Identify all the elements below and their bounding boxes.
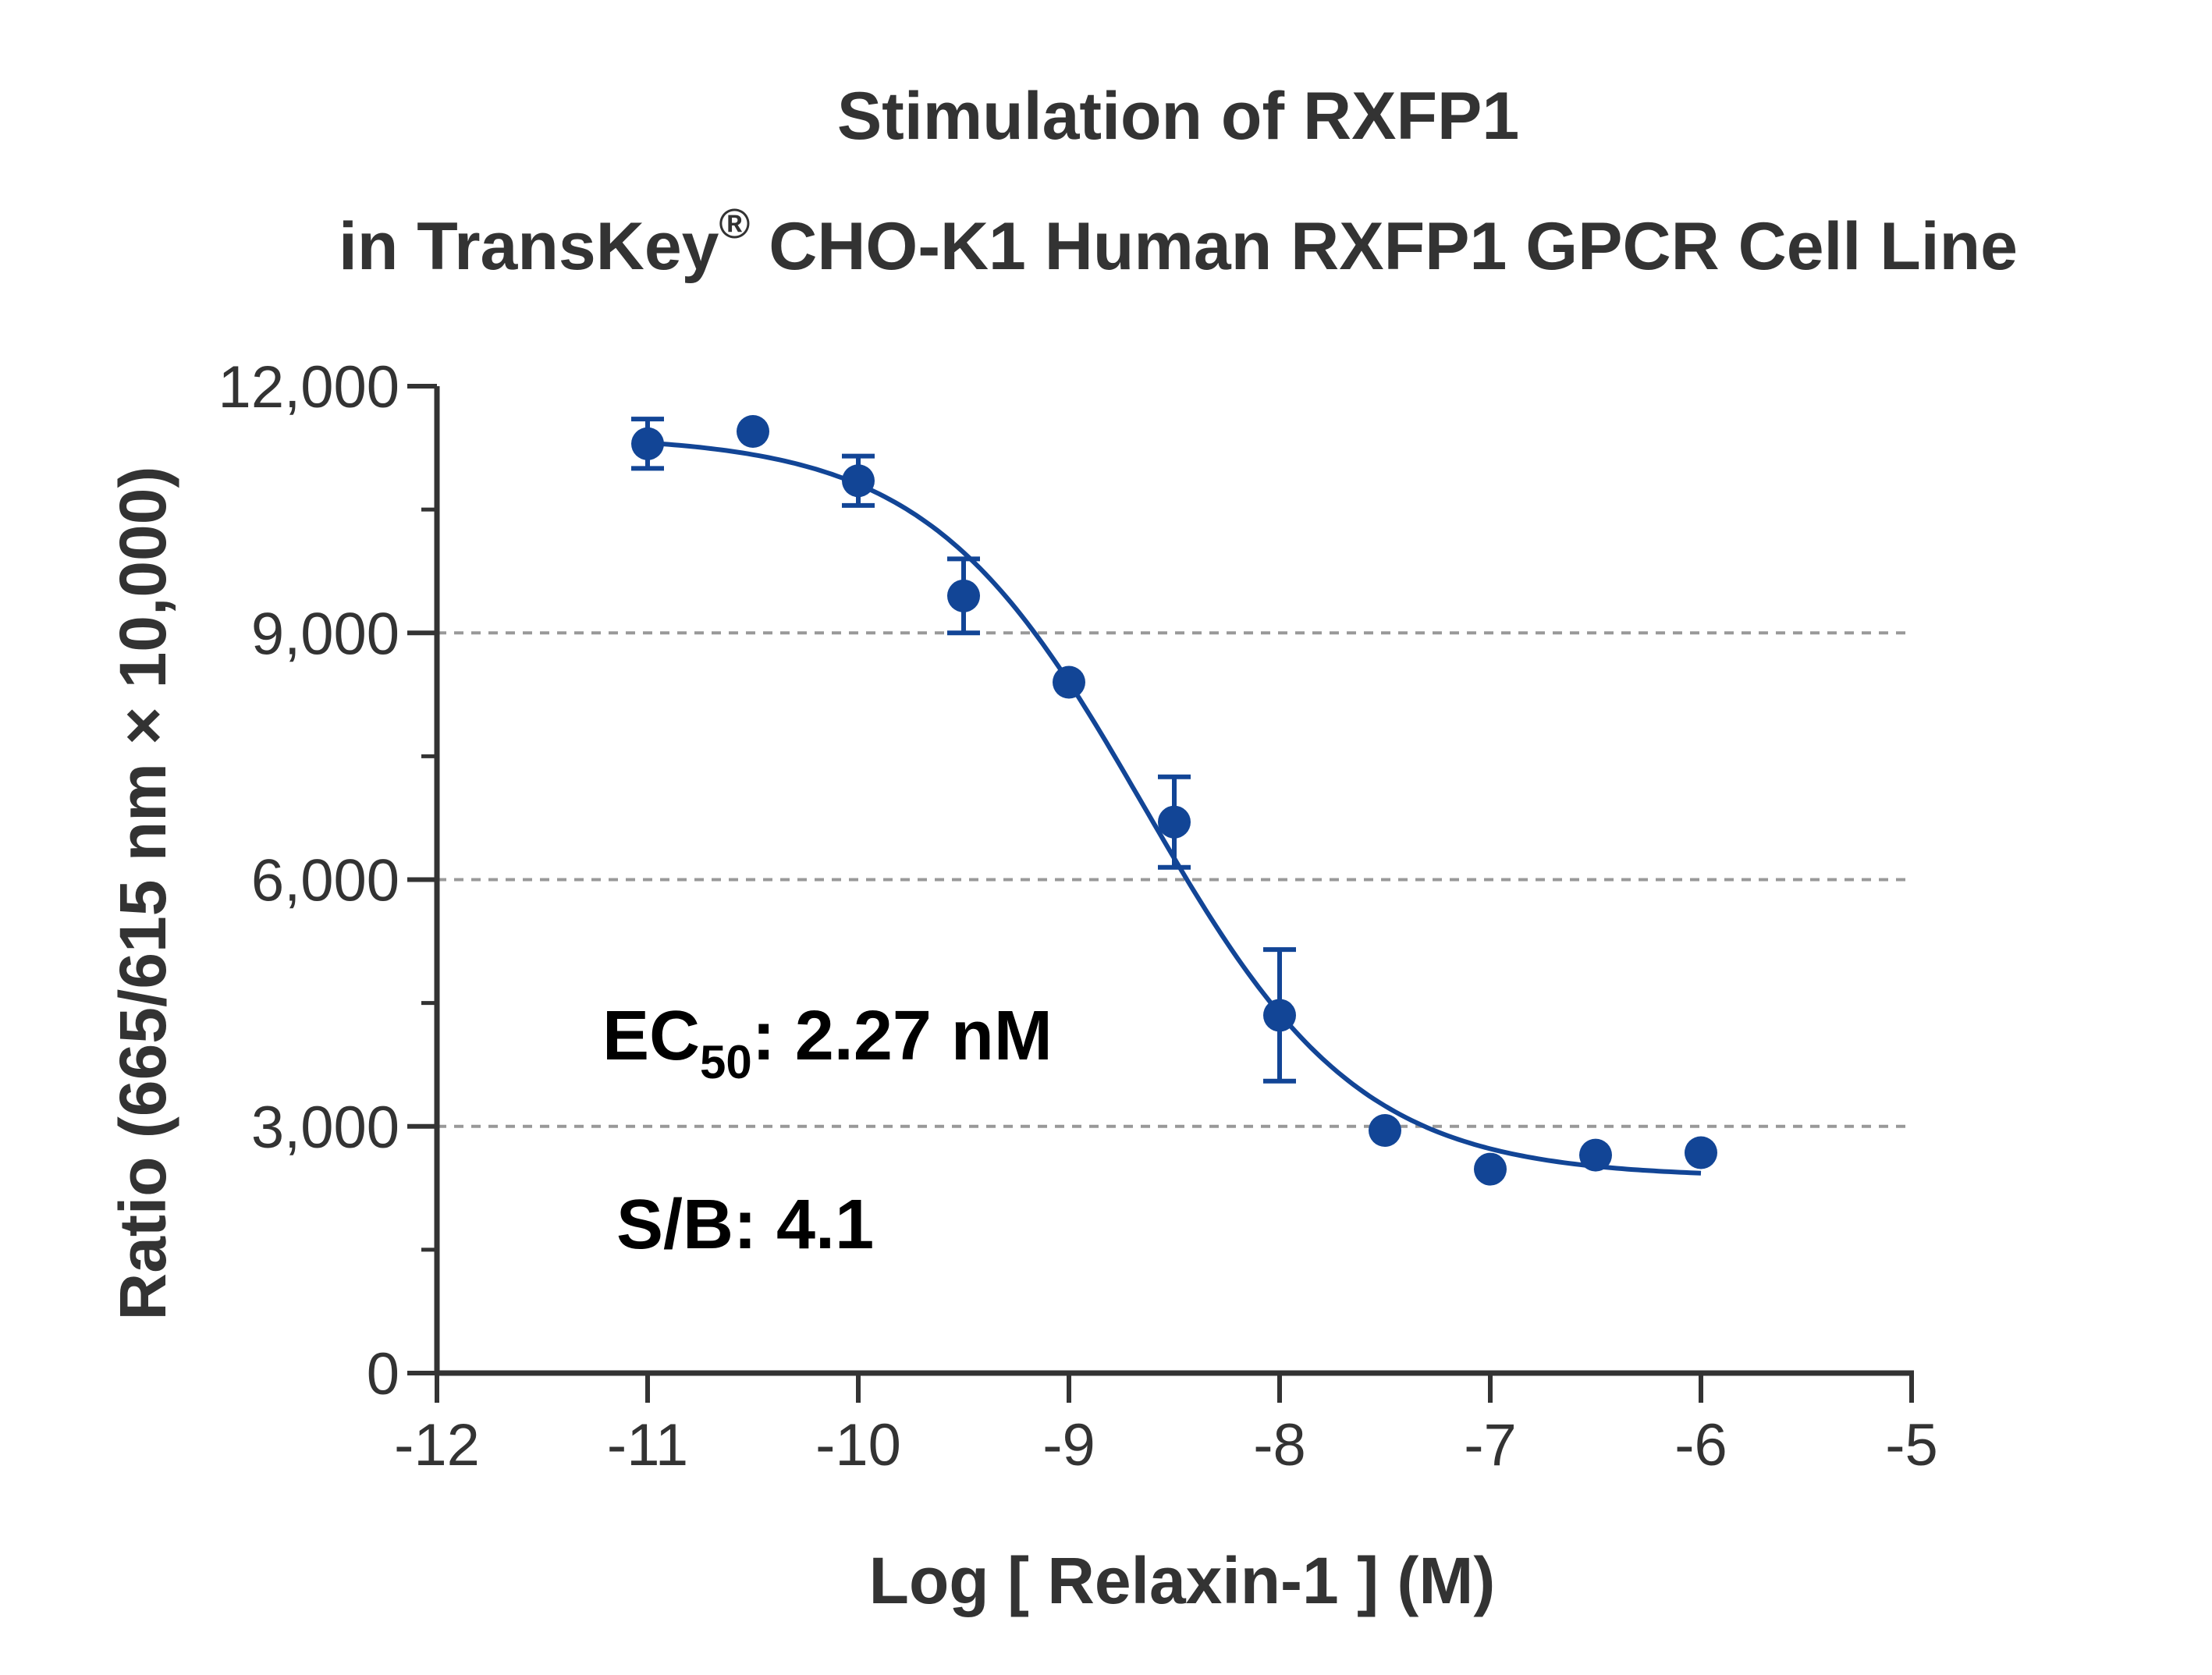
- ec50-value: : 2.27 nM: [752, 997, 1053, 1075]
- x-tick-label: -6: [1674, 1412, 1727, 1478]
- error-bars: [631, 417, 1296, 1084]
- x-tick-label: -9: [1042, 1412, 1095, 1478]
- data-point: [1474, 1152, 1507, 1186]
- data-point: [1158, 805, 1191, 839]
- x-tick-label: -8: [1253, 1412, 1306, 1478]
- data-point: [947, 579, 980, 612]
- y-axis-title: Ratio (665/615 nm × 10,000): [106, 467, 179, 1321]
- x-tick-label: -5: [1885, 1412, 1938, 1478]
- data-point: [1053, 665, 1085, 699]
- sb-annotation: S/B: 4.1: [616, 1186, 874, 1264]
- y-tick-label: 0: [367, 1341, 399, 1407]
- registered-mark: ®: [719, 201, 751, 247]
- data-point: [1263, 999, 1296, 1032]
- y-tick-label: 12,000: [218, 354, 399, 421]
- title-prefix: in TransKey: [339, 209, 719, 284]
- x-tick-label: -11: [607, 1412, 688, 1478]
- x-tick-label: -10: [815, 1412, 901, 1478]
- data-point: [631, 427, 664, 460]
- grid-lines: [437, 631, 1908, 1128]
- ec50-prefix: EC: [602, 997, 700, 1075]
- chart-title-line-1: Stimulation of RXFP1: [837, 79, 1519, 154]
- tick-labels: 0 3,000 6,000 9,000 12,000 -12 -11 -10 -9 -8 -7 -6 -…: [218, 354, 1938, 1478]
- data-point: [737, 414, 769, 448]
- y-tick-label: 3,000: [251, 1095, 399, 1161]
- chart-title-line-2: in TransKey® CHO-K1 Human RXFP1 GPCR Cel…: [339, 201, 2018, 284]
- data-point: [1579, 1138, 1612, 1172]
- y-tick-label: 9,000: [251, 601, 399, 667]
- x-tick-label: -7: [1464, 1412, 1517, 1478]
- x-axis-title: Log [ Relaxin-1 ] (M): [869, 1544, 1496, 1617]
- data-point: [1369, 1114, 1401, 1148]
- x-tick-label: -12: [394, 1412, 480, 1478]
- ec50-annotation: EC50: 2.27 nM: [602, 997, 1053, 1088]
- data-points: [631, 414, 1717, 1186]
- data-point: [1685, 1136, 1717, 1169]
- data-point: [842, 464, 875, 498]
- title-suffix: CHO-K1 Human RXFP1 GPCR Cell Line: [750, 209, 2018, 284]
- axes: [407, 384, 1914, 1403]
- y-tick-label: 6,000: [251, 848, 399, 914]
- ec50-subscript: 50: [700, 1036, 752, 1088]
